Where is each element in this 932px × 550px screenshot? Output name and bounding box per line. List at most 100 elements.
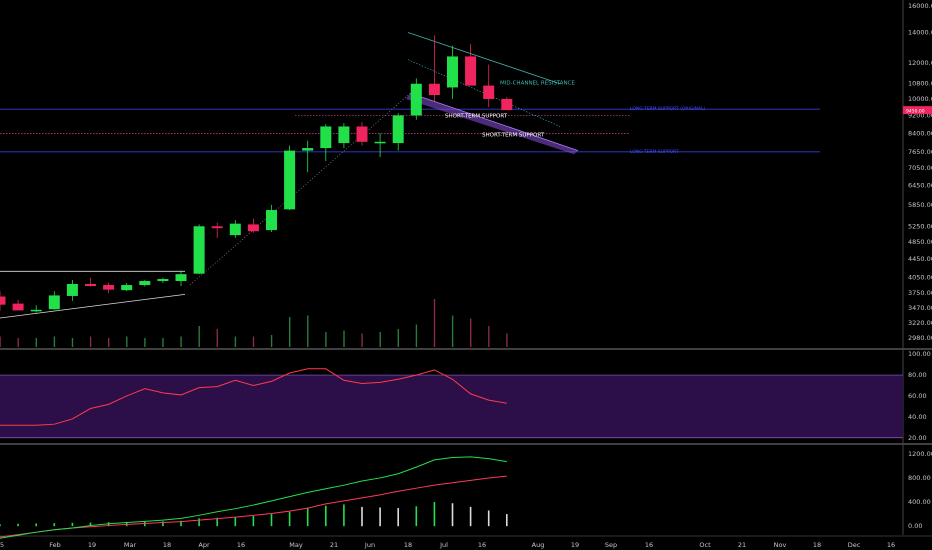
time-tick-label: 16: [237, 541, 245, 549]
price-tick-label: 10000.00: [908, 95, 932, 103]
macd-histogram-bar: [35, 523, 37, 527]
candle-body: [157, 279, 169, 282]
time-tick-label: Dec: [848, 541, 861, 549]
time-tick-label: 5: [0, 541, 4, 549]
macd-histogram-bar: [162, 521, 164, 527]
mid-channel-line: [407, 59, 561, 127]
time-tick-label: 16: [478, 541, 486, 549]
volume-bar: [397, 329, 399, 347]
time-tick-label: Jun: [364, 541, 375, 549]
price-tick-label: 4050.00: [908, 274, 932, 282]
price-tick-label: 5850.00: [908, 201, 932, 209]
macd-tick-label: 0.00: [908, 522, 922, 530]
price-tick-label: 7050.00: [908, 164, 932, 172]
time-axis[interactable]: 5 Feb 19 Mar 18 Apr 16 May 21 Jun 18 Jul 16 Aug 19 Sep 1…: [0, 541, 895, 549]
time-tick-label: 18: [404, 541, 412, 549]
short-term-support-label: SHORT-TERM SUPPORT: [482, 133, 545, 139]
rsi-band: [0, 375, 903, 438]
candle-body: [356, 126, 368, 142]
short-term-support-label: SHORT-TERM SUPPORT: [445, 114, 508, 120]
macd-line: [0, 456, 507, 539]
price-tick-label: 8400.00: [908, 129, 932, 137]
volume-bar: [506, 333, 508, 347]
volume-bar: [470, 318, 472, 347]
volume-bar: [162, 338, 164, 347]
volume-bar: [289, 317, 291, 347]
current-price-box: [903, 106, 932, 115]
candle-body: [483, 85, 495, 99]
volume-bar: [361, 333, 363, 347]
macd-histogram-bar: [343, 504, 345, 527]
candle-body: [447, 56, 458, 88]
volume-bar: [108, 338, 110, 347]
time-tick-label: 21: [738, 541, 746, 549]
macd-histogram-bar: [89, 522, 92, 527]
volume-bar: [126, 336, 128, 347]
time-tick-label: 18: [813, 541, 821, 549]
candle-body: [66, 284, 78, 296]
volume-bar: [17, 338, 19, 347]
candle-body: [103, 285, 115, 290]
channel-upper-line: [407, 32, 561, 85]
price-tick-label: 3220.00: [908, 319, 932, 327]
volume-bar: [180, 336, 182, 347]
price-tick-label: 5250.00: [908, 222, 932, 230]
macd-histogram-bar: [506, 514, 508, 527]
volume-bar: [270, 335, 273, 347]
candle-body: [501, 98, 513, 111]
volume-bar: [53, 336, 56, 347]
volume-bar: [35, 338, 37, 347]
price-tick-label: 4850.00: [908, 238, 932, 246]
macd-histogram-bar: [270, 514, 273, 527]
candle-body: [211, 226, 223, 229]
time-tick-label: May: [289, 541, 303, 549]
rsi-line: [0, 368, 507, 426]
price-tick-label: 7650.00: [908, 148, 932, 156]
volume-bar: [451, 315, 454, 347]
rsi-axis[interactable]: 100.00 80.00 60.00 40.00 20.00: [908, 350, 931, 442]
rsi-panel[interactable]: [0, 368, 903, 439]
candle-body: [121, 285, 133, 291]
macd-histogram-bar: [451, 503, 454, 527]
candle-body: [428, 83, 440, 96]
macd-histogram-bar: [288, 511, 291, 527]
short-term-support-channel-edge: [409, 92, 579, 151]
macd-panel[interactable]: [0, 456, 508, 539]
price-tick-label: 10800.00: [908, 80, 932, 88]
macd-axis[interactable]: 1200.00 800.00 400.00 0.00: [908, 450, 932, 530]
price-tick-label: 14000.00: [908, 28, 932, 36]
time-tick-label: Apr: [198, 541, 210, 549]
volume-bar: [89, 336, 92, 347]
price-axis[interactable]: 16000.00 14000.00 12000.00 10800.00 10000.00…: [903, 2, 932, 342]
time-tick-label: Jul: [439, 541, 448, 549]
candle-body: [85, 284, 96, 287]
price-tick-label: 9200.00: [908, 111, 932, 119]
volume-bar: [343, 330, 345, 347]
volume-bar: [71, 338, 74, 347]
volume-bar: [415, 324, 418, 347]
current-price-label: 9450.00: [906, 108, 925, 114]
rising-trendline: [0, 293, 186, 319]
candle-body: [392, 115, 404, 144]
volume-bar: [325, 332, 327, 347]
candle-body: [139, 281, 151, 286]
volume-bar: [488, 326, 490, 347]
rsi-tick-label: 20.00: [908, 434, 927, 442]
volume-bar: [234, 336, 237, 347]
rsi-tick-label: 60.00: [908, 392, 927, 400]
chart-annotations: MID-CHANNEL RESISTANCE SHORT-TERM SUPPORT…: [0, 32, 820, 319]
candle-body: [338, 126, 350, 144]
volume-bar: [198, 326, 200, 347]
time-tick-label: 21: [330, 541, 338, 549]
candle-body: [266, 210, 277, 231]
price-tick-label: 6450.00: [908, 182, 932, 190]
price-panel[interactable]: MID-CHANNEL RESISTANCE SHORT-TERM SUPPORT…: [0, 32, 820, 347]
volume-bar: [307, 315, 309, 347]
time-tick-label: Nov: [774, 541, 787, 549]
macd-histogram-bar: [306, 508, 309, 527]
rsi-tick-label: 100.00: [908, 350, 931, 358]
time-tick-label: Sep: [605, 541, 617, 549]
macd-histogram-bar: [53, 523, 56, 527]
macd-histogram-bar: [397, 508, 399, 527]
